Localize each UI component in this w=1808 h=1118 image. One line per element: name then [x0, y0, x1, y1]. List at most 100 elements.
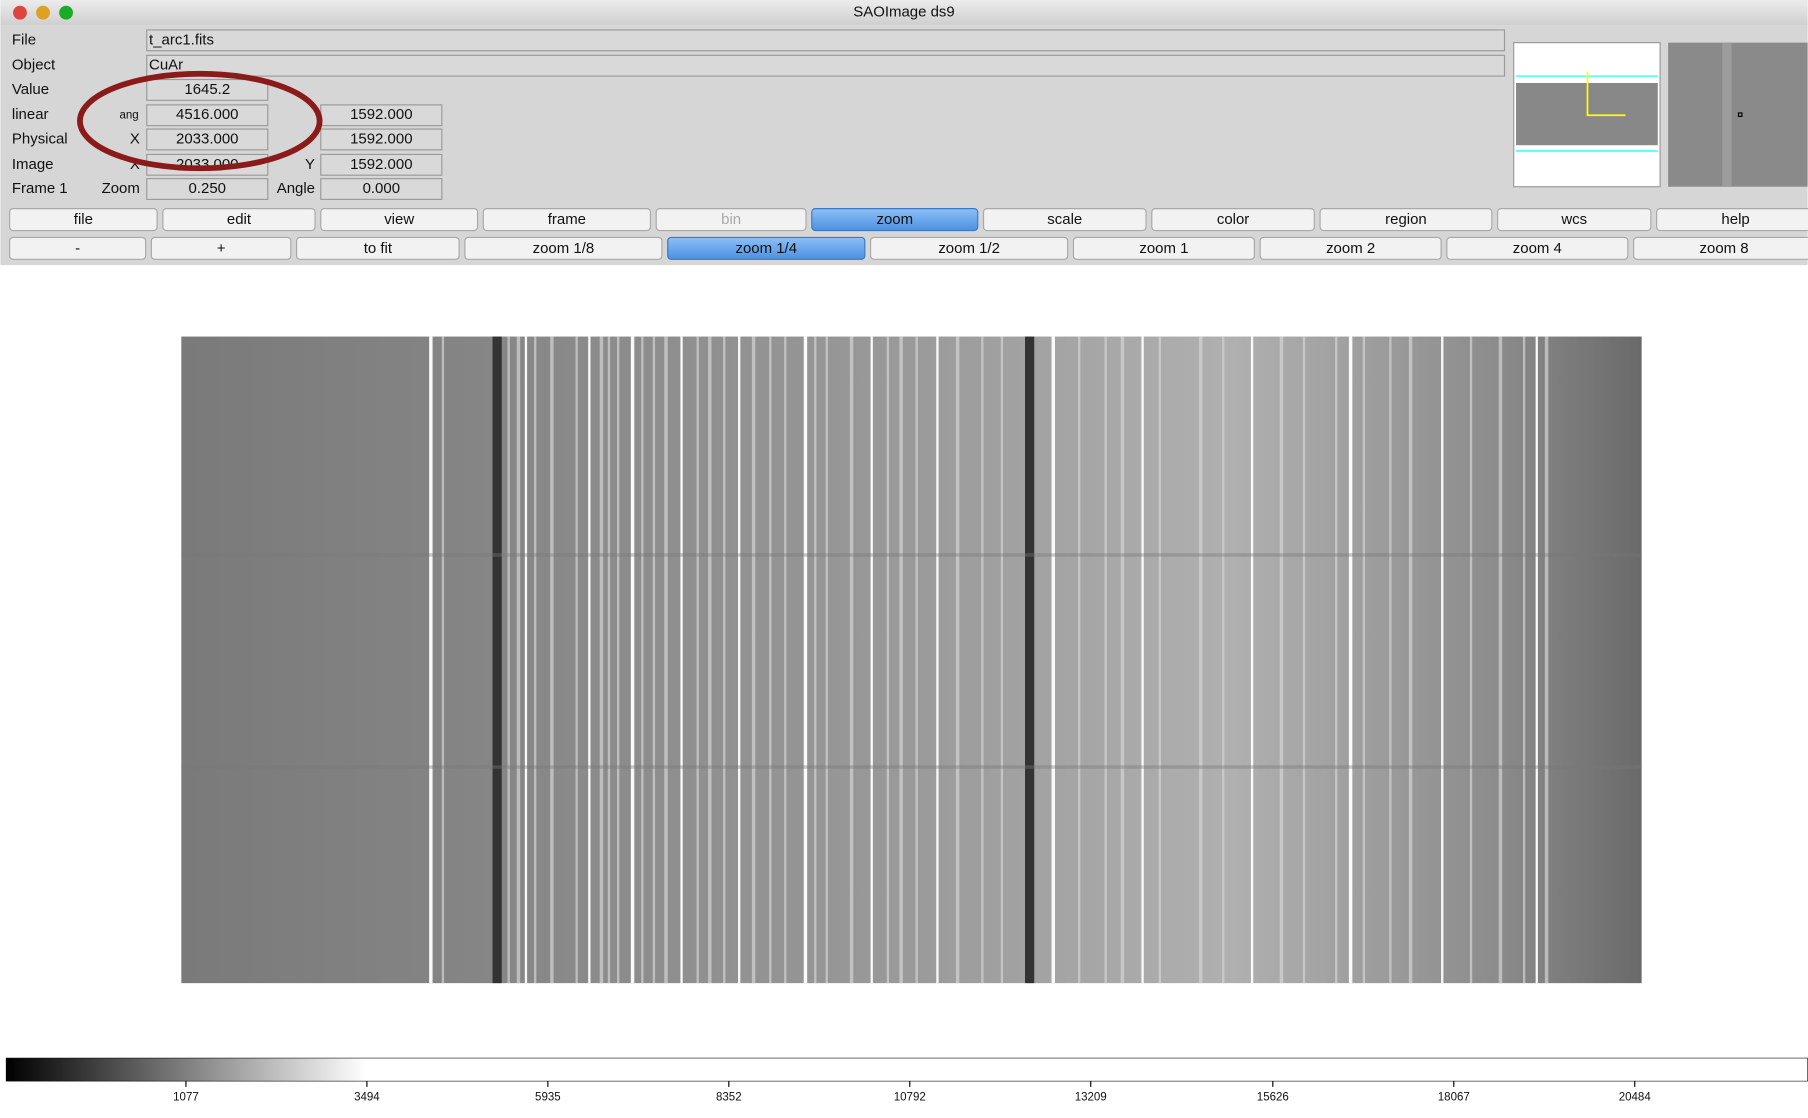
emission-line — [525, 337, 527, 984]
emission-line — [576, 337, 578, 984]
button-label[interactable]: zoom 1 — [1139, 240, 1188, 257]
button-label[interactable]: scale — [1047, 211, 1082, 228]
emission-line — [1363, 337, 1365, 984]
field-value: 0.000 — [363, 180, 400, 197]
button-label[interactable]: zoom — [876, 211, 913, 228]
field-label: linear — [12, 106, 49, 123]
emission-line — [1441, 337, 1443, 984]
emission-line — [588, 337, 590, 984]
emission-line — [1389, 337, 1391, 984]
emission-line — [1536, 337, 1538, 984]
field-label: Zoom — [102, 180, 140, 197]
button-label[interactable]: view — [384, 211, 414, 228]
colorbar — [6, 1058, 1807, 1081]
button-label[interactable]: file — [74, 211, 93, 228]
field-value: 1645.2 — [184, 81, 230, 98]
emission-line — [814, 337, 816, 984]
emission-line — [1409, 337, 1412, 984]
field-label: Object — [12, 57, 56, 74]
field-value: 0.250 — [189, 180, 226, 197]
field-box — [147, 55, 1505, 76]
colorbar-tick-label: 8352 — [716, 1091, 742, 1103]
button-label[interactable]: edit — [227, 211, 252, 228]
emission-line — [804, 337, 807, 984]
field-label: Y — [305, 156, 315, 173]
button-label[interactable]: color — [1217, 211, 1249, 228]
emission-line — [1470, 337, 1472, 984]
emission-line — [916, 337, 918, 984]
button-label[interactable]: zoom 1/8 — [533, 240, 595, 257]
button-label[interactable]: zoom 4 — [1513, 240, 1562, 257]
field-label: ang — [119, 109, 138, 121]
close-button[interactable] — [13, 6, 27, 20]
colorbar-tick-label: 13209 — [1075, 1091, 1107, 1103]
button-label[interactable]: region — [1385, 211, 1427, 228]
button-label[interactable]: + — [217, 240, 226, 257]
emission-line — [850, 337, 853, 984]
emission-line — [1159, 337, 1161, 984]
emission-line — [871, 337, 873, 984]
button-label[interactable]: zoom 1/2 — [938, 240, 1000, 257]
image — [181, 337, 1641, 984]
absorption-line — [1025, 337, 1034, 984]
page: SAOImage ds9 FileObjectValuelinearPhysic… — [0, 0, 1808, 1118]
button-label[interactable]: frame — [548, 211, 586, 228]
window-title: SAOImage ds9 — [853, 4, 955, 21]
emission-line — [550, 337, 553, 984]
field-value: t_arc1.fits — [149, 31, 214, 48]
colorbar-tick-label: 18067 — [1438, 1091, 1470, 1103]
emission-line — [617, 337, 619, 984]
emission-line — [653, 337, 655, 984]
button-label[interactable]: zoom 8 — [1700, 240, 1749, 257]
emission-line — [1349, 337, 1352, 984]
field-value: 2033.000 — [176, 130, 238, 147]
colorbar-tick-label: 20484 — [1619, 1091, 1652, 1103]
emission-line — [429, 337, 432, 984]
field-label: Angle — [277, 180, 315, 197]
colorbar-tick-label: 5935 — [535, 1091, 561, 1103]
emission-line — [508, 337, 510, 984]
row-artifact — [181, 553, 1641, 556]
field-value: 1592.000 — [350, 130, 412, 147]
emission-line — [1280, 337, 1283, 984]
button-label[interactable]: - — [75, 240, 80, 257]
button-label[interactable]: zoom 2 — [1326, 240, 1375, 257]
field-value: 4516.000 — [176, 106, 238, 123]
emission-line — [631, 337, 634, 984]
emission-line — [1141, 337, 1143, 984]
button-label[interactable]: zoom 1/4 — [735, 240, 797, 257]
emission-line — [697, 337, 699, 984]
colorbar-tick-label: 15626 — [1257, 1091, 1289, 1103]
row-artifact — [181, 765, 1641, 768]
field-label: File — [12, 31, 36, 48]
emission-line — [664, 337, 667, 984]
emission-line — [1251, 337, 1253, 984]
field-label: Frame 1 — [12, 180, 68, 197]
field-label: Image — [12, 156, 54, 173]
emission-line — [981, 337, 983, 984]
field-label: Value — [12, 81, 49, 98]
emission-line — [1001, 337, 1003, 984]
magnifier-line — [1722, 43, 1731, 187]
minimize-button[interactable] — [36, 6, 50, 20]
emission-line — [1052, 337, 1055, 984]
button-label[interactable]: bin — [721, 211, 741, 228]
colorbar-tick-label: 10792 — [894, 1091, 926, 1103]
emission-line — [826, 337, 828, 984]
emission-line — [752, 337, 755, 984]
zoom-window-button[interactable] — [59, 6, 73, 20]
spectrum-image — [181, 337, 1641, 984]
emission-line — [708, 337, 711, 984]
absorption-line — [493, 337, 502, 984]
emission-line — [936, 337, 938, 984]
emission-line — [784, 337, 786, 984]
emission-line — [1105, 337, 1107, 984]
button-label[interactable]: help — [1721, 211, 1749, 228]
ds9-window: SAOImage ds9 FileObjectValuelinearPhysic… — [0, 0, 1808, 1118]
button-label[interactable]: wcs — [1560, 211, 1587, 228]
emission-line — [723, 337, 725, 984]
emission-line — [1545, 337, 1548, 984]
button-label[interactable]: to fit — [364, 240, 393, 257]
emission-line — [899, 337, 902, 984]
emission-line — [442, 337, 444, 984]
